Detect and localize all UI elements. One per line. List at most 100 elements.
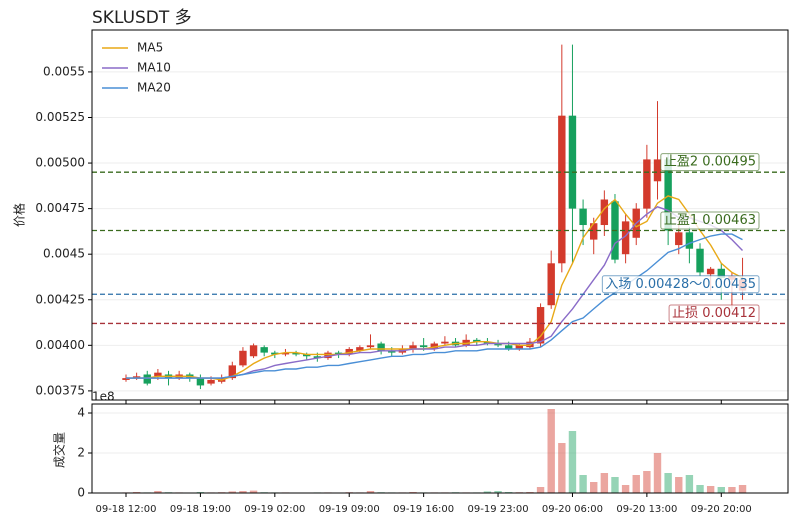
volume-bar bbox=[249, 490, 258, 493]
volume-bar bbox=[643, 471, 651, 493]
candle-body bbox=[292, 352, 300, 355]
volume-bar bbox=[154, 491, 162, 493]
candle-body bbox=[675, 232, 683, 246]
candle-body bbox=[313, 356, 322, 359]
candle-body bbox=[706, 268, 715, 275]
candle-body bbox=[483, 341, 492, 344]
candle-body bbox=[122, 378, 130, 380]
volume-bar bbox=[228, 491, 236, 493]
candle-body bbox=[271, 352, 279, 355]
candle-body bbox=[664, 159, 672, 231]
candle-body bbox=[504, 345, 513, 349]
y-tick-label: 0.00500 bbox=[35, 156, 85, 170]
volume-bar bbox=[483, 491, 492, 493]
y-tick-label: 0.00375 bbox=[35, 383, 85, 397]
level-label: 止损 0.00412 bbox=[672, 306, 756, 321]
candle-body bbox=[377, 343, 385, 351]
candle-body bbox=[356, 347, 364, 351]
legend-label: MA5 bbox=[137, 41, 163, 55]
candle-body bbox=[409, 345, 417, 349]
candle-body bbox=[239, 350, 247, 366]
plot-frame bbox=[91, 29, 789, 401]
candle-body bbox=[473, 339, 481, 342]
candle-body bbox=[536, 307, 545, 344]
offset-label: 1e8 bbox=[92, 390, 115, 404]
y-tick-label: 0.00475 bbox=[35, 201, 85, 215]
y-tick-label: 0.0045 bbox=[43, 247, 85, 261]
candle-body bbox=[281, 352, 290, 355]
candle-body bbox=[579, 208, 587, 226]
candle-body bbox=[696, 248, 704, 273]
level-label: 止盈2 0.00495 bbox=[664, 155, 756, 170]
candle-body bbox=[303, 354, 311, 357]
volume-bar bbox=[611, 477, 619, 493]
volume-bar bbox=[632, 475, 640, 493]
candle-body bbox=[334, 352, 343, 355]
candle-body bbox=[143, 374, 151, 384]
volume-bar bbox=[547, 409, 555, 493]
volume-bar bbox=[239, 491, 247, 493]
ma-line bbox=[126, 233, 743, 379]
candle-body bbox=[494, 343, 502, 346]
volume-bar bbox=[685, 475, 694, 493]
volume-axis-label: 成交量 bbox=[52, 432, 67, 468]
candle-body bbox=[717, 268, 725, 278]
candle-body bbox=[547, 263, 555, 306]
candle-body bbox=[568, 115, 577, 209]
candle-body bbox=[249, 345, 258, 357]
x-tick-label: 09-19 23:00 bbox=[468, 504, 529, 515]
x-tick-label: 09-19 16:00 bbox=[393, 504, 454, 515]
level-label: 入场 0.00428～0.00435 bbox=[605, 277, 756, 292]
candle-body bbox=[430, 343, 438, 349]
level-label-box bbox=[660, 211, 760, 230]
candle-body bbox=[154, 372, 162, 377]
candle-body bbox=[132, 376, 141, 379]
volume-bar bbox=[494, 491, 502, 493]
y-axis-label: 价格 bbox=[12, 203, 27, 227]
candle-body bbox=[590, 223, 598, 240]
candle-body bbox=[207, 379, 215, 384]
candle-body bbox=[324, 352, 332, 359]
chart-title: SKLUSDT 多 bbox=[92, 8, 192, 28]
volume-bar bbox=[579, 475, 587, 493]
x-tick-label: 09-19 09:00 bbox=[319, 504, 380, 515]
candle-body bbox=[419, 345, 428, 348]
candle-body bbox=[228, 365, 236, 379]
x-tick-label: 09-20 06:00 bbox=[542, 504, 603, 515]
candle-body bbox=[260, 347, 268, 353]
volume-bar bbox=[653, 453, 662, 493]
candle-body bbox=[515, 345, 524, 349]
candle-body bbox=[600, 199, 609, 226]
volume-bar bbox=[706, 486, 715, 493]
candle-body bbox=[388, 350, 396, 353]
x-tick-label: 09-18 12:00 bbox=[95, 504, 156, 515]
volume-frame bbox=[91, 403, 789, 494]
volume-bar bbox=[568, 431, 577, 493]
volume-bar bbox=[536, 487, 545, 493]
y-tick-label: 0.00525 bbox=[35, 110, 85, 124]
x-tick-label: 09-20 20:00 bbox=[691, 504, 752, 515]
x-tick-label: 09-20 13:00 bbox=[616, 504, 677, 515]
candle-body bbox=[685, 232, 694, 249]
y-tick-label: 4 bbox=[77, 406, 85, 420]
legend-label: MA10 bbox=[137, 61, 171, 75]
candle-body bbox=[558, 115, 566, 264]
volume-bar bbox=[590, 482, 598, 493]
y-tick-label: 2 bbox=[77, 446, 85, 460]
y-tick-label: 0.00400 bbox=[35, 338, 85, 352]
volume-bar bbox=[558, 443, 566, 493]
x-tick-label: 09-19 02:00 bbox=[244, 504, 305, 515]
candle-body bbox=[643, 159, 651, 209]
volume-bar bbox=[696, 485, 704, 493]
y-tick-label: 0 bbox=[77, 486, 85, 500]
candle-body bbox=[345, 348, 353, 355]
candle-body bbox=[196, 378, 205, 386]
candle-body bbox=[462, 339, 470, 346]
volume-bar bbox=[366, 491, 375, 493]
level-label-box bbox=[668, 304, 760, 323]
volume-bar bbox=[717, 487, 725, 493]
candle-body bbox=[366, 345, 375, 348]
volume-bar bbox=[738, 485, 747, 493]
volume-bar bbox=[600, 473, 609, 493]
